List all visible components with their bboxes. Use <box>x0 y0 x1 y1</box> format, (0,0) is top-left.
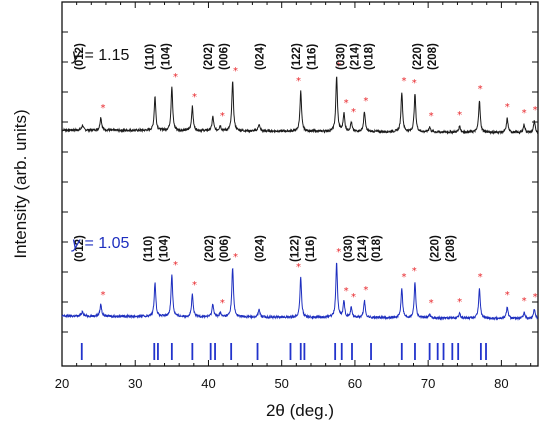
peak-star: * <box>533 292 538 303</box>
peak-star: * <box>522 108 527 119</box>
peak-star: * <box>522 296 527 307</box>
x-tick-label: 50 <box>274 376 288 391</box>
x-axis-title: 2θ (deg.) <box>266 401 334 420</box>
peak-star: * <box>505 102 510 113</box>
hkl-label: (202) <box>203 43 215 70</box>
peak-star: * <box>429 111 434 122</box>
x-tick-label: 70 <box>421 376 435 391</box>
reference-reflections <box>80 343 487 360</box>
peak-markers: * * * * * * * * * * * * * * * * * * * * * * * * * * * * * * * * * * * * <box>101 61 538 309</box>
hkl-label: (018) <box>371 235 383 262</box>
peak-star: * <box>344 286 349 297</box>
hkl-label: (110) <box>145 44 157 70</box>
peak-star: * <box>101 290 106 301</box>
peak-star: * <box>457 297 462 308</box>
x-tick-label: 80 <box>494 376 508 391</box>
hkl-label: (030) <box>336 43 348 70</box>
hkl-label: (104) <box>161 43 173 70</box>
svg-text:y = 1.05: y = 1.05 <box>71 235 129 252</box>
hkl-label: (006) <box>219 43 231 70</box>
peak-star: * <box>220 298 225 309</box>
peak-labels: (012) (110) (104) (202) (006) (024) (122) (116)… <box>74 43 457 262</box>
hkl-label: (110) <box>143 236 155 262</box>
hkl-label: (116) <box>305 236 317 262</box>
peak-star: * <box>173 72 178 83</box>
hkl-label: (220) <box>429 235 441 262</box>
peak-star: * <box>478 272 483 283</box>
peak-star: * <box>192 92 197 103</box>
hkl-label: (104) <box>159 235 171 262</box>
hkl-label: (208) <box>427 43 439 70</box>
x-tick-label: 40 <box>201 376 215 391</box>
peak-star: * <box>336 61 341 72</box>
hkl-label: (030) <box>343 235 355 262</box>
peak-star: * <box>533 105 538 116</box>
hkl-label: (012) <box>74 235 86 262</box>
trace-top <box>61 76 539 136</box>
hkl-label: (208) <box>445 235 457 262</box>
peak-star: * <box>412 78 417 89</box>
peak-star: * <box>401 272 406 283</box>
peak-star: * <box>363 96 368 107</box>
peak-star: * <box>220 111 225 122</box>
plot-frame <box>61 1 539 367</box>
hkl-label: (220) <box>412 43 424 70</box>
series-label-bottom: y = 1.05 <box>71 235 129 252</box>
series-top-value: = 1.15 <box>80 47 129 64</box>
peak-star: * <box>478 84 483 95</box>
peak-star: * <box>457 110 462 121</box>
hkl-label: (006) <box>219 235 231 262</box>
hkl-label: (116) <box>306 44 318 70</box>
series-bottom-var: y <box>71 235 81 252</box>
peak-star: * <box>351 107 356 118</box>
hkl-label: (214) <box>357 235 369 262</box>
peak-star: * <box>296 76 301 87</box>
peak-star: * <box>401 76 406 87</box>
hkl-label: (024) <box>254 235 266 262</box>
x-tick-label: 30 <box>128 376 142 391</box>
trace-bottom <box>61 262 539 321</box>
peak-star: * <box>336 247 341 258</box>
series-top-var: y <box>71 47 81 64</box>
x-tick-label: 20 <box>55 376 69 391</box>
hkl-label: (202) <box>204 235 216 262</box>
hkl-label: (122) <box>290 235 302 262</box>
y-axis-title: Intensity (arb. units) <box>11 109 30 258</box>
peak-star: * <box>296 262 301 273</box>
peak-star: * <box>363 285 368 296</box>
series-bottom-value: = 1.05 <box>80 235 129 252</box>
peak-star: * <box>429 298 434 309</box>
axis-ticks: 20 30 40 50 60 70 80 <box>55 2 538 391</box>
hkl-label: (012) <box>74 43 86 70</box>
series-label-top: y = 1.15 <box>71 47 129 64</box>
hkl-label: (024) <box>254 43 266 70</box>
peak-star: * <box>233 252 238 263</box>
peak-star: * <box>412 266 417 277</box>
x-tick-label: 60 <box>348 376 362 391</box>
peak-star: * <box>192 280 197 291</box>
peak-star: * <box>101 103 106 114</box>
svg-text:y = 1.15: y = 1.15 <box>71 47 129 64</box>
peak-star: * <box>344 98 349 109</box>
peak-star: * <box>233 66 238 77</box>
diffraction-traces <box>61 76 539 321</box>
peak-star: * <box>505 290 510 301</box>
hkl-label: (214) <box>350 43 362 70</box>
hkl-label: (018) <box>364 43 376 70</box>
hkl-label: (122) <box>291 43 303 70</box>
peak-star: * <box>173 260 178 271</box>
peak-star: * <box>351 292 356 303</box>
